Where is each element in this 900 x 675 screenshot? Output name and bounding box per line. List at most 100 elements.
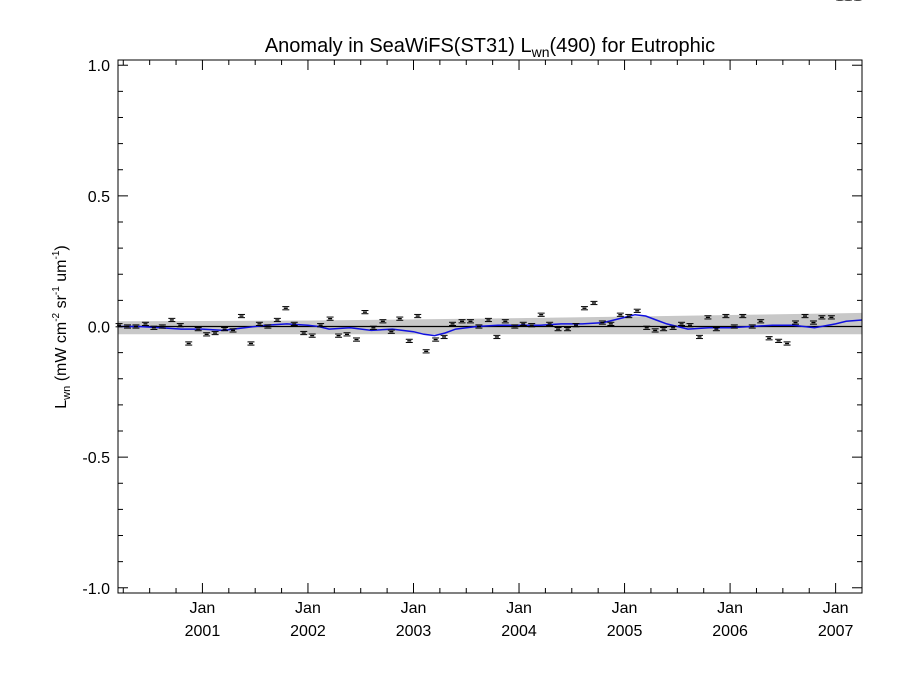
ylabel-exp-1: -2	[51, 312, 62, 321]
x-tick-month-label: Jan	[717, 600, 743, 617]
anomaly-point	[607, 321, 615, 326]
x-tick-year-label: 2006	[712, 623, 748, 640]
ylabel-exp-2: -1	[51, 286, 62, 295]
anomaly-point	[748, 324, 756, 329]
anomaly-point	[651, 328, 659, 333]
y-tick-label: -0.5	[82, 450, 110, 467]
anomaly-point	[775, 338, 783, 343]
anomaly-point	[353, 337, 361, 342]
ylabel-symbol-subscript: wn	[61, 386, 73, 401]
title-subscript: wn	[531, 44, 550, 60]
anomaly-point	[317, 323, 325, 328]
anomaly-point	[827, 315, 835, 320]
anomaly-point	[273, 317, 281, 323]
anomaly-point	[493, 334, 501, 340]
ylabel-exp-3: -1	[51, 250, 62, 259]
x-tick-month-label: Jan	[190, 600, 216, 617]
anomaly-point	[237, 313, 245, 319]
confidence-band	[118, 312, 862, 335]
ylabel-sr: sr	[53, 294, 70, 312]
anomaly-point	[141, 321, 149, 326]
anomaly-point	[247, 341, 255, 346]
anomaly-point	[422, 349, 430, 354]
anomaly-point	[739, 313, 747, 319]
anomaly-point	[308, 333, 316, 338]
anomaly-point	[405, 338, 413, 343]
anomaly-point	[387, 329, 395, 334]
x-tick-year-label: 2002	[290, 623, 326, 640]
anomaly-point	[519, 321, 527, 326]
anomaly-point	[616, 312, 624, 317]
anomaly-point	[757, 319, 765, 324]
anomaly-point	[809, 320, 817, 325]
x-tick-month-label: Jan	[823, 600, 849, 617]
anomaly-point	[229, 328, 237, 333]
anomaly-point	[221, 327, 229, 332]
anomaly-point	[255, 321, 263, 326]
anomaly-point	[792, 320, 800, 325]
ticks-layer: 1.0 0.5 0.0 -0.5 -1.0 Jan 2001 Jan 2002 Jan 2003 Ja…	[82, 58, 863, 640]
y-tick-label: 0.0	[88, 320, 110, 337]
anomaly-point	[176, 323, 184, 328]
anomaly-point	[326, 316, 334, 321]
anomaly-point	[414, 313, 422, 319]
anomaly-point	[449, 321, 457, 326]
anomaly-point	[722, 313, 730, 319]
anomaly-point	[660, 327, 668, 332]
ylabel-close: )	[53, 245, 70, 250]
confidence-band-layer	[118, 312, 862, 335]
anomaly-point	[185, 341, 193, 346]
x-tick-month-label: Jan	[295, 600, 321, 617]
x-tick-year-label: 2005	[607, 623, 643, 640]
anomaly-point	[290, 321, 298, 326]
anomaly-point	[211, 330, 219, 336]
anomaly-point	[343, 332, 351, 337]
anomaly-point	[379, 319, 387, 324]
y-tick-label: 0.5	[88, 189, 110, 206]
anomaly-point	[686, 323, 694, 328]
anomaly-point	[730, 324, 738, 329]
anomaly-point	[643, 325, 651, 330]
anomaly-points-layer	[115, 0, 862, 354]
anomaly-point	[678, 321, 686, 326]
y-axis-label: Lwn (mW cm-2 sr-1 um-1)	[51, 245, 73, 408]
anomaly-point	[695, 334, 703, 340]
anomaly-point	[783, 341, 791, 346]
anomaly-point	[369, 325, 377, 330]
anomaly-point	[484, 317, 492, 323]
x-tick-month-label: Jan	[612, 600, 638, 617]
anomaly-point	[712, 327, 720, 332]
anomaly-point	[150, 325, 158, 330]
anomaly-point	[264, 324, 272, 329]
anomaly-point	[194, 327, 202, 332]
anomaly-point	[440, 334, 448, 340]
y-tick-label: -1.0	[82, 581, 110, 598]
anomaly-point	[132, 324, 140, 329]
title-rest: (490) for Eutrophic	[550, 35, 716, 57]
anomaly-point	[203, 332, 211, 337]
anomaly-point	[300, 330, 308, 336]
anomaly-point	[168, 317, 176, 323]
anomaly-point	[554, 327, 562, 332]
anomaly-point	[633, 308, 641, 313]
anomaly-point	[564, 327, 572, 332]
anomaly-point	[501, 319, 509, 324]
anomaly-point	[580, 306, 588, 311]
anomaly-point	[528, 323, 536, 328]
anomaly-point	[361, 310, 369, 315]
anomaly-point	[458, 319, 466, 324]
chart-title: Anomaly in SeaWiFS(ST31) Lwn(490) for Eu…	[265, 35, 715, 60]
y-tick-label: 1.0	[88, 58, 110, 75]
x-tick-year-label: 2001	[185, 623, 221, 640]
anomaly-point	[466, 319, 474, 324]
x-tick-year-label: 2003	[396, 623, 432, 640]
x-tick-year-label: 2004	[501, 623, 537, 640]
x-tick-year-label: 2007	[818, 623, 854, 640]
anomaly-point	[572, 323, 580, 328]
anomaly-point	[765, 336, 773, 341]
anomaly-point	[669, 325, 677, 330]
anomaly-point	[282, 306, 290, 311]
anomaly-point	[475, 324, 483, 329]
x-tick-month-label: Jan	[401, 600, 427, 617]
